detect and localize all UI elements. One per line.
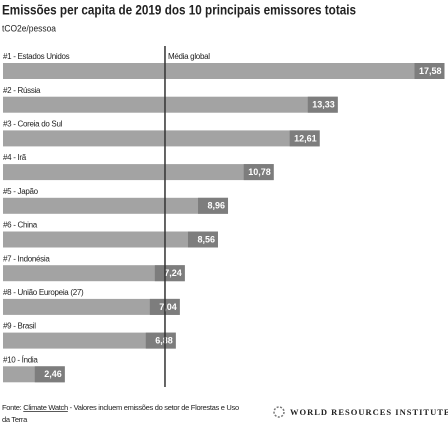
category-label: #7 - Indonésia [3,254,50,263]
bar [3,130,320,147]
category-label: #3 - Coreia do Sul [3,120,63,129]
logo-text: WORLD RESOURCES INSTITUTE [290,407,448,417]
category-label: #2 - Rússia [3,86,41,95]
source-text: - Valores incluem emissões do setor de F… [70,403,239,412]
bar [3,96,338,113]
source-note-cont: da Terra [2,415,28,424]
value-label-box [187,231,218,248]
value-label: 7,04 [159,302,177,312]
logo-icon [273,406,285,418]
value-label: 8,56 [197,234,215,244]
value-label-box [34,366,65,383]
source-note: Fonte: Climate Watch - Valores incluem e… [2,403,239,412]
category-label: #10 - Índia [3,355,38,364]
value-label-box [145,332,176,349]
bar [3,332,176,349]
value-label-box [289,130,320,147]
category-label: #8 - União Europeia (27) [3,288,84,297]
logo: WORLD RESOURCES INSTITUTE [273,406,448,418]
value-label-box [198,197,229,214]
category-label: #5 - Japão [3,187,39,196]
value-label: 7,24 [164,268,182,278]
bar [3,298,180,315]
value-label-box [154,265,185,282]
bar [3,197,229,214]
bar [3,231,218,248]
value-label-box [307,96,338,113]
value-label-box [414,63,445,79]
bar [3,63,445,79]
value-label: 2,46 [44,369,62,379]
chart-subtitle: tCO2e/pessoa [2,23,56,33]
value-label-box [243,164,274,181]
bar [3,265,185,282]
category-label: #1 - Estados Unidos [3,52,70,61]
value-label: 13,33 [312,100,335,110]
chart-title: Emissões per capita de 2019 dos 10 princ… [2,2,356,18]
value-label: 12,61 [294,133,317,143]
value-label: 10,78 [248,167,271,177]
reference-label: Média global [168,52,210,61]
category-label: #9 - Brasil [3,322,36,331]
category-label: #4 - Irã [3,153,27,162]
source-link[interactable]: Climate Watch [23,403,68,412]
value-label: 8,96 [207,201,225,211]
bar [3,164,274,181]
value-label: 17,58 [419,66,442,76]
source-prefix: Fonte: [2,403,22,412]
category-label: #6 - China [3,221,38,230]
value-label: 6,88 [155,335,173,345]
